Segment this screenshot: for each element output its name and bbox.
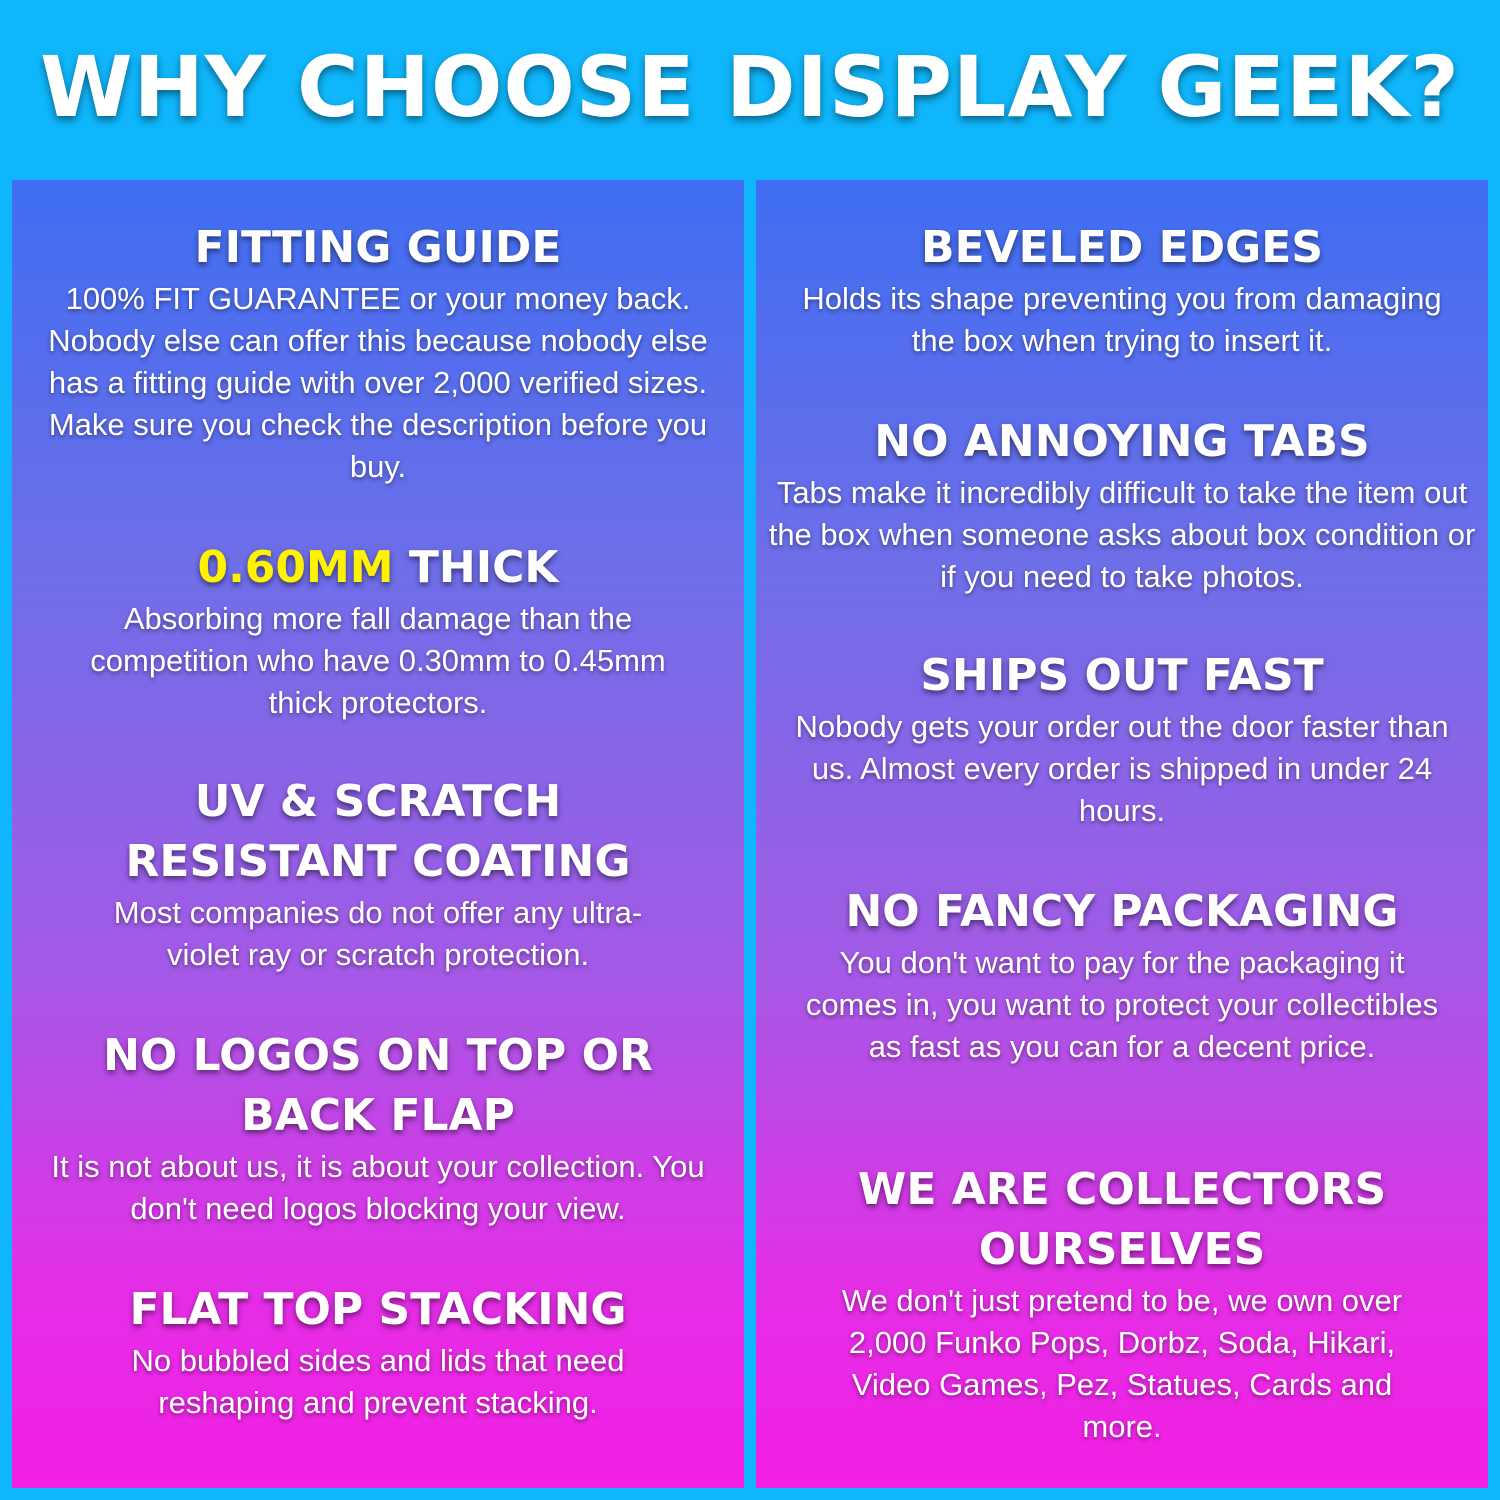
feature-no-logos: NO LOGOS ON TOP OR BACK FLAP It is not a… xyxy=(12,1026,744,1230)
feature-heading: FITTING GUIDE xyxy=(194,222,562,273)
heading-text: THICK xyxy=(408,542,559,593)
feature-no-packaging: NO FANCY PACKAGING You don't want to pay… xyxy=(756,882,1488,1068)
page-title: WHY CHOOSE DISPLAY GEEK? xyxy=(39,38,1461,136)
right-panel: BEVELED EDGES Holds its shape preventing… xyxy=(756,180,1488,1488)
feature-no-tabs: NO ANNOYING TABS Tabs make it incredibly… xyxy=(756,412,1488,598)
feature-flat-top: FLAT TOP STACKING No bubbled sides and l… xyxy=(12,1280,744,1424)
feature-body: Holds its shape preventing you from dama… xyxy=(802,281,1442,358)
feature-heading: BEVELED EDGES xyxy=(920,222,1324,273)
feature-thickness: 0.60MM THICK Absorbing more fall damage … xyxy=(12,538,744,724)
feature-body: Nobody gets your order out the door fast… xyxy=(795,709,1449,828)
feature-uv-coating: UV & SCRATCH RESISTANT COATING Most comp… xyxy=(12,772,744,976)
feature-heading: NO LOGOS ON TOP OR BACK FLAP xyxy=(103,1030,653,1141)
feature-body: Most companies do not offer any ultra-vi… xyxy=(113,895,643,972)
feature-heading: NO FANCY PACKAGING xyxy=(845,886,1399,937)
feature-body: Tabs make it incredibly difficult to tak… xyxy=(768,475,1476,594)
feature-body: No bubbled sides and lids that need resh… xyxy=(131,1343,625,1420)
heading-highlight: 0.60MM xyxy=(197,542,394,593)
feature-heading: FLAT TOP STACKING xyxy=(129,1284,627,1335)
feature-collectors: WE ARE COLLECTORS OURSELVES We don't jus… xyxy=(756,1160,1488,1448)
feature-heading: 0.60MM THICK xyxy=(12,538,744,598)
feature-ships-fast: SHIPS OUT FAST Nobody gets your order ou… xyxy=(756,646,1488,832)
feature-heading: UV & SCRATCH RESISTANT COATING xyxy=(125,776,631,887)
feature-body: It is not about us, it is about your col… xyxy=(51,1149,705,1226)
feature-body: Absorbing more fall damage than the comp… xyxy=(90,601,666,720)
left-panel: FITTING GUIDE 100% FIT GUARANTEE or your… xyxy=(12,180,744,1488)
feature-fitting-guide: FITTING GUIDE 100% FIT GUARANTEE or your… xyxy=(12,218,744,488)
feature-body: You don't want to pay for the packaging … xyxy=(805,945,1439,1064)
feature-beveled-edges: BEVELED EDGES Holds its shape preventing… xyxy=(756,218,1488,362)
feature-body: 100% FIT GUARANTEE or your money back. N… xyxy=(48,281,708,484)
feature-heading: NO ANNOYING TABS xyxy=(874,416,1370,467)
feature-body: We don't just pretend to be, we own over… xyxy=(841,1283,1403,1444)
feature-heading: SHIPS OUT FAST xyxy=(920,650,1324,701)
feature-heading: WE ARE COLLECTORS OURSELVES xyxy=(857,1164,1387,1275)
